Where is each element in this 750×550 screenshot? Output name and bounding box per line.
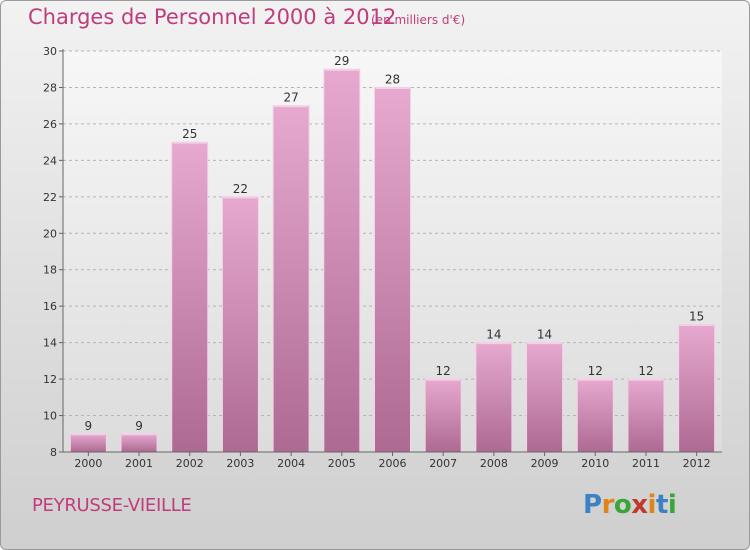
y-tick-label: 8 [50, 446, 57, 459]
x-tick-label: 2011 [632, 457, 660, 470]
data-label: 29 [334, 54, 349, 68]
y-tick-label: 30 [43, 45, 57, 58]
data-label: 22 [233, 182, 248, 196]
data-label: 15 [689, 309, 704, 323]
logo-letter: i [667, 490, 677, 520]
y-tick-label: 28 [43, 81, 57, 94]
bar [272, 105, 310, 453]
x-tick-label: 2007 [429, 457, 457, 470]
x-tick-label: 2006 [379, 457, 407, 470]
bar [475, 342, 513, 453]
logo-letter: i [647, 490, 657, 520]
data-label: 25 [182, 127, 197, 141]
data-label: 14 [486, 328, 501, 342]
data-label: 9 [85, 419, 93, 433]
x-tick-label: 2004 [277, 457, 305, 470]
data-label: 9 [135, 419, 143, 433]
y-tick-label: 10 [43, 410, 57, 423]
bar [576, 378, 614, 453]
y-tick-label: 16 [43, 300, 57, 313]
logo-letter: r [601, 490, 615, 520]
logo-letter: t [655, 490, 668, 520]
x-tick-label: 2005 [328, 457, 356, 470]
y-tick-label: 14 [43, 337, 57, 350]
bar [424, 378, 462, 453]
axes: 8 10 12 14 16 18 20 22 24 26 28 30 2000 2001 2002 2003 2… [43, 45, 722, 470]
bar [69, 433, 107, 453]
bar [678, 323, 716, 453]
chart-title: Charges de Personnel 2000 à 2012 [28, 5, 397, 29]
logo-letter: x [631, 490, 648, 520]
x-tick-label: 2010 [581, 457, 609, 470]
bars: 9 9 25 22 27 29 28 12 14 14 12 12 15 [69, 54, 716, 453]
proxiti-logo: Proxiti [583, 490, 677, 520]
logo-letter: P [583, 490, 602, 520]
data-label: 14 [537, 328, 552, 342]
commune-name: PEYRUSSE-VIEILLE [32, 495, 192, 516]
x-tick-label: 2000 [74, 457, 102, 470]
x-tick-label: 2001 [125, 457, 153, 470]
data-label: 12 [638, 364, 653, 378]
data-label: 28 [385, 72, 400, 86]
bar [526, 342, 564, 453]
logo-letter: o [613, 490, 632, 520]
data-label: 12 [436, 364, 451, 378]
bar [171, 141, 209, 453]
x-tick-label: 2009 [531, 457, 559, 470]
bar [627, 378, 665, 453]
data-label: 27 [283, 91, 298, 105]
bar [120, 433, 158, 453]
x-tick-label: 2008 [480, 457, 508, 470]
x-tick-label: 2002 [176, 457, 204, 470]
bar [374, 86, 411, 453]
bar [221, 196, 259, 453]
x-tick-label: 2012 [683, 457, 711, 470]
y-tick-label: 24 [43, 154, 57, 167]
chart-subtitle: (en milliers d'€) [371, 13, 466, 27]
y-tick-label: 12 [43, 373, 57, 386]
y-tick-label: 22 [43, 191, 57, 204]
y-tick-label: 20 [43, 227, 57, 240]
y-tick-label: 26 [43, 118, 57, 131]
x-tick-label: 2003 [226, 457, 254, 470]
data-label: 12 [588, 364, 603, 378]
y-tick-label: 18 [43, 264, 57, 277]
bar [323, 68, 361, 453]
